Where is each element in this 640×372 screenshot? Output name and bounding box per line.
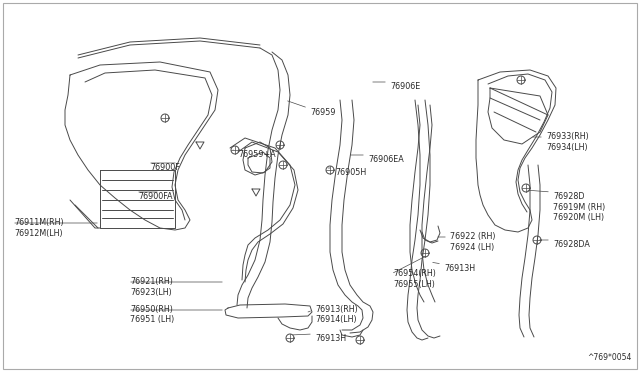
Text: 76913H: 76913H <box>444 264 475 273</box>
Text: ^769*0054: ^769*0054 <box>588 353 632 362</box>
Text: 76919M (RH): 76919M (RH) <box>553 203 605 212</box>
Text: 76921(RH): 76921(RH) <box>130 277 173 286</box>
Text: 76914(LH): 76914(LH) <box>315 315 356 324</box>
Text: 76922 (RH): 76922 (RH) <box>450 232 495 241</box>
Text: 76900F: 76900F <box>150 163 180 172</box>
Text: 76906E: 76906E <box>390 82 420 91</box>
Text: 76923(LH): 76923(LH) <box>130 288 172 297</box>
Text: 76959+A: 76959+A <box>238 150 276 159</box>
Text: 76933(RH): 76933(RH) <box>546 132 589 141</box>
Text: 76900FA: 76900FA <box>138 192 173 201</box>
Text: 76959: 76959 <box>310 108 335 117</box>
Text: 76950(RH): 76950(RH) <box>130 305 173 314</box>
Text: 76913(RH): 76913(RH) <box>315 305 358 314</box>
Text: 76911M(RH): 76911M(RH) <box>14 218 63 227</box>
Text: 76928D: 76928D <box>553 192 584 201</box>
Text: 76913H: 76913H <box>315 334 346 343</box>
Text: 76924 (LH): 76924 (LH) <box>450 243 494 252</box>
Text: 76954(RH): 76954(RH) <box>393 269 436 278</box>
Text: 76905H: 76905H <box>335 168 366 177</box>
Text: 76920M (LH): 76920M (LH) <box>553 213 604 222</box>
Text: 76955(LH): 76955(LH) <box>393 280 435 289</box>
Text: 76906EA: 76906EA <box>368 155 404 164</box>
Text: 76951 (LH): 76951 (LH) <box>130 315 174 324</box>
Text: 76928DA: 76928DA <box>553 240 590 249</box>
Text: 76934(LH): 76934(LH) <box>546 143 588 152</box>
Text: 76912M(LH): 76912M(LH) <box>14 229 63 238</box>
